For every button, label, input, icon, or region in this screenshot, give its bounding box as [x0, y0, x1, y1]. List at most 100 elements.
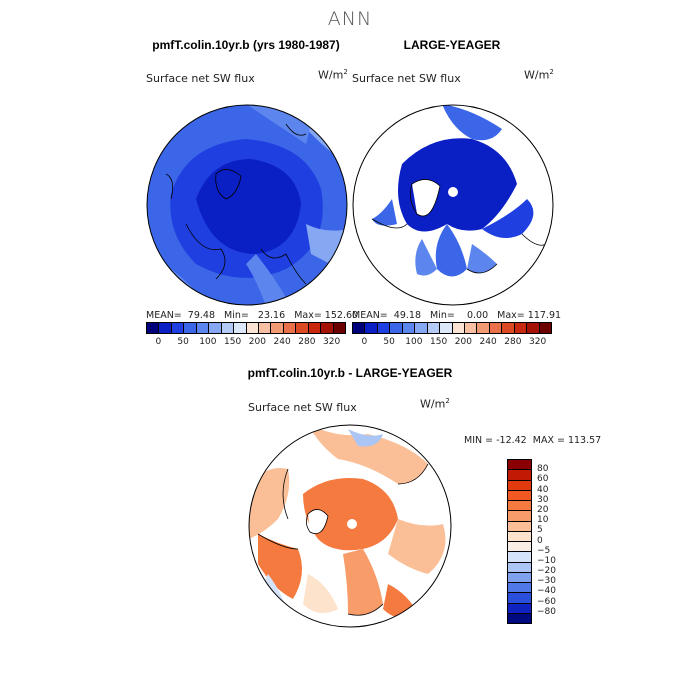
colorbar-label: −10	[537, 555, 556, 566]
panel-2-polar-map	[352, 104, 554, 306]
colorbar-label: 150	[224, 337, 242, 347]
panel-1-title: pmfT.colin.10yr.b (yrs 1980-1987)	[152, 38, 340, 52]
colorbar-label: 0	[537, 535, 543, 546]
panel-2-title: LARGE-YEAGER	[403, 38, 501, 52]
colorbar-swatch	[508, 593, 531, 604]
colorbar-label: −80	[537, 606, 556, 617]
panel-3-stats: MIN = -12.42 MAX = 113.57	[464, 435, 602, 446]
colorbar-swatch	[508, 490, 531, 501]
panel-2-colorbar	[352, 322, 552, 334]
colorbar-swatch	[390, 323, 403, 333]
colorbar-swatch	[321, 323, 334, 333]
colorbar-swatch	[452, 323, 465, 333]
colorbar-label: 280	[298, 337, 316, 347]
colorbar-swatch	[514, 323, 528, 333]
colorbar-label: 240	[479, 337, 497, 347]
colorbar-swatch	[147, 323, 160, 333]
colorbar-swatch	[209, 323, 222, 333]
colorbar-swatch	[308, 323, 322, 333]
colorbar-swatch	[508, 572, 531, 583]
colorbar-swatch	[508, 521, 531, 532]
panel-1-polar-map	[146, 104, 348, 306]
colorbar-swatch	[527, 323, 540, 333]
colorbar-swatch	[489, 323, 503, 333]
colorbar-swatch	[508, 480, 531, 491]
colorbar-label: −60	[537, 596, 556, 607]
colorbar-swatch	[508, 613, 531, 623]
colorbar-swatch	[296, 323, 309, 333]
colorbar-label: 150	[430, 337, 448, 347]
colorbar-swatch	[258, 323, 272, 333]
colorbar-swatch	[440, 323, 453, 333]
colorbar-label: 100	[405, 337, 423, 347]
colorbar-label: −5	[537, 545, 551, 556]
colorbar-swatch	[365, 323, 378, 333]
colorbar-label: 30	[537, 494, 549, 505]
colorbar-label: 240	[273, 337, 291, 347]
panel-2-variable: Surface net SW flux	[352, 72, 461, 85]
colorbar-label: 50	[383, 337, 395, 347]
colorbar-swatch	[508, 501, 531, 512]
colorbar-label: 320	[529, 337, 547, 347]
panel-3-title: pmfT.colin.10yr.b - LARGE-YEAGER	[247, 366, 453, 380]
colorbar-swatch	[353, 323, 366, 333]
colorbar-label: −20	[537, 566, 556, 577]
colorbar-label: 0	[361, 337, 368, 347]
colorbar-swatch	[246, 323, 259, 333]
panel-3-polar-map	[248, 424, 452, 628]
panel-3-colorbar	[507, 459, 532, 624]
colorbar-swatch	[539, 323, 551, 333]
colorbar-label: 200	[248, 337, 266, 347]
colorbar-swatch	[377, 323, 391, 333]
panel-3-colorbar-labels: 80 60 40 30 20 10 5 0 −5 −10 −20 −30 −40 −60 −80	[537, 459, 577, 622]
panel-1-colorbar	[146, 322, 346, 334]
colorbar-label: 100	[199, 337, 217, 347]
colorbar-swatch	[171, 323, 185, 333]
colorbar-label: 50	[177, 337, 189, 347]
panel-2-colorbar-labels: 0 50 100 150 200 240 280 320	[352, 337, 550, 349]
colorbar-label: 40	[537, 484, 549, 495]
colorbar-swatch	[184, 323, 197, 333]
colorbar-swatch	[234, 323, 247, 333]
colorbar-swatch	[333, 323, 345, 333]
colorbar-swatch	[283, 323, 297, 333]
colorbar-label: 80	[537, 464, 549, 475]
colorbar-label: 10	[537, 515, 549, 526]
panel-1-units: W/m2	[318, 68, 348, 82]
colorbar-swatch	[271, 323, 284, 333]
colorbar-swatch	[508, 511, 531, 522]
colorbar-label: 280	[504, 337, 522, 347]
colorbar-label: 60	[537, 474, 549, 485]
colorbar-swatch	[427, 323, 441, 333]
colorbar-swatch	[464, 323, 478, 333]
colorbar-swatch	[477, 323, 490, 333]
colorbar-label: 5	[537, 525, 543, 536]
colorbar-swatch	[508, 460, 531, 471]
main-title: ANN	[327, 8, 373, 30]
colorbar-swatch	[502, 323, 515, 333]
panel-1-colorbar-labels: 0 50 100 150 200 240 280 320	[146, 337, 344, 349]
panel-3-variable: Surface net SW flux	[248, 401, 357, 414]
colorbar-swatch	[508, 552, 531, 563]
colorbar-swatch	[159, 323, 172, 333]
colorbar-swatch	[221, 323, 235, 333]
colorbar-label: −40	[537, 586, 556, 597]
colorbar-swatch	[508, 542, 531, 553]
colorbar-swatch	[402, 323, 416, 333]
panel-3-units: W/m2	[420, 397, 450, 411]
colorbar-label: 20	[537, 504, 549, 515]
colorbar-label: 320	[323, 337, 341, 347]
colorbar-swatch	[508, 583, 531, 594]
colorbar-swatch	[508, 562, 531, 573]
panel-1-variable: Surface net SW flux	[146, 72, 255, 85]
colorbar-swatch	[508, 603, 531, 614]
colorbar-label: 200	[454, 337, 472, 347]
panel-2-units: W/m2	[524, 68, 554, 82]
panel-1-stats: MEAN= 79.48 Min= 23.16 Max= 152.60	[146, 310, 359, 321]
colorbar-swatch	[508, 470, 531, 481]
colorbar-swatch	[415, 323, 428, 333]
colorbar-label: −30	[537, 576, 556, 587]
colorbar-label: 0	[155, 337, 162, 347]
panel-2-stats: MEAN= 49.18 Min= 0.00 Max= 117.91	[352, 310, 562, 321]
colorbar-swatch	[196, 323, 210, 333]
